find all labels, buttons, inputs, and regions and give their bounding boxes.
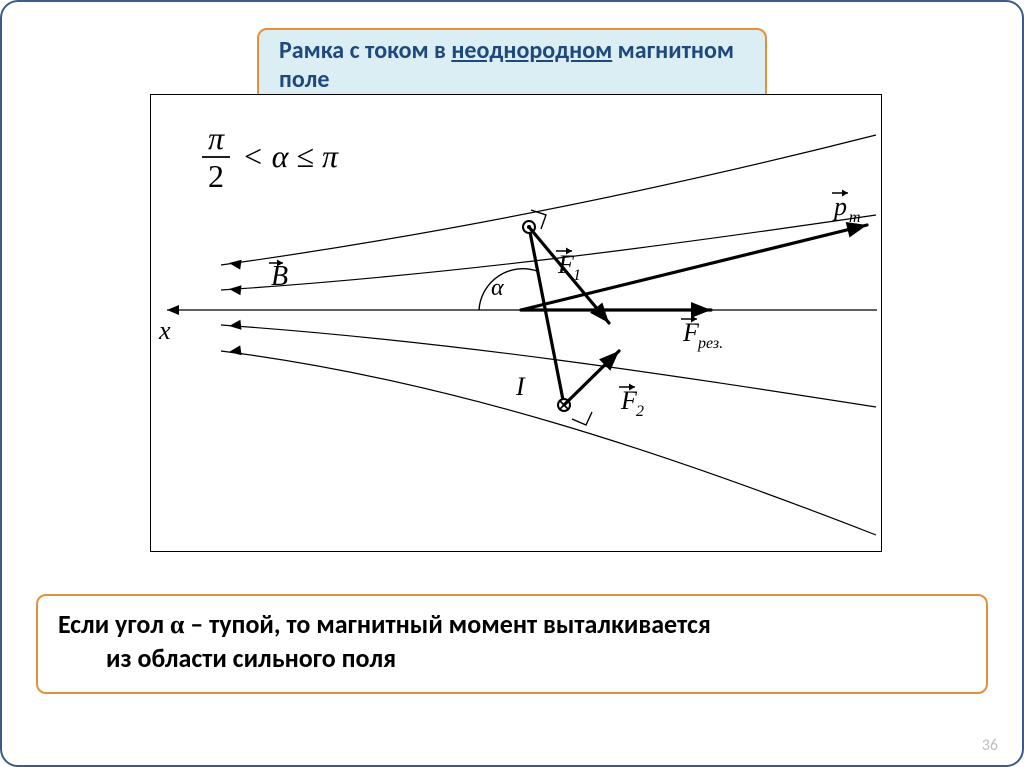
caption-line1-post: – тупой, то магнитный момент выталкивает… — [184, 608, 710, 640]
svg-text:1: 1 — [573, 267, 581, 284]
caption-line2: из области сильного поля — [58, 642, 966, 675]
svg-text:I: I — [515, 372, 526, 401]
svg-text:2: 2 — [636, 403, 644, 420]
title-pre: Рамка с током в — [279, 36, 451, 65]
svg-text:α: α — [491, 275, 504, 301]
page-number: 36 — [982, 736, 998, 755]
title-under: неоднородном — [451, 36, 612, 65]
caption-box: Если угол α – тупой, то магнитный момент… — [36, 594, 988, 694]
svg-text:x: x — [158, 316, 171, 345]
diagram-box: xBIαF1F2Fрез.pmπ2< α ≤ π — [150, 94, 882, 552]
svg-text:m: m — [849, 209, 861, 226]
caption-alpha: α — [170, 610, 185, 639]
svg-text:π: π — [208, 120, 225, 156]
svg-text:2: 2 — [208, 158, 224, 194]
svg-text:p: p — [832, 192, 847, 221]
svg-text:B: B — [271, 261, 288, 292]
svg-text:рез.: рез. — [697, 335, 723, 352]
slide-container: Рамка с током в неоднородном магнитном п… — [0, 0, 1024, 767]
caption-line1-pre: Если угол — [58, 608, 170, 640]
title-pill: Рамка с током в неоднородном магнитном п… — [257, 28, 767, 102]
svg-text:< α ≤ π: < α ≤ π — [242, 138, 339, 174]
physics-diagram: xBIαF1F2Fрез.pmπ2< α ≤ π — [151, 95, 881, 551]
